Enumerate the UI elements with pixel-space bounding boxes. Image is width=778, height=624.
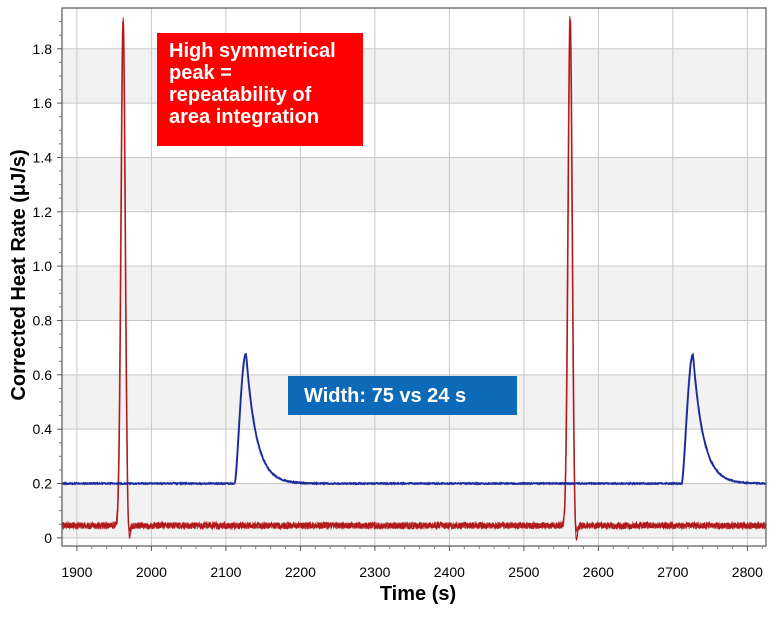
x-tick-labels: 1900 2000 2100 2200 2300 2400 2500 2600 2700 2800 bbox=[61, 564, 763, 580]
x-tick-label: 2000 bbox=[136, 564, 167, 580]
x-tick-label: 2600 bbox=[583, 564, 614, 580]
y-tick-label: 0.6 bbox=[33, 367, 53, 383]
background-band bbox=[62, 266, 766, 321]
annotation-red-line: repeatability of bbox=[169, 84, 312, 106]
background-band bbox=[62, 157, 766, 212]
series-2 bbox=[61, 352, 767, 486]
x-tick-label: 2200 bbox=[285, 564, 316, 580]
y-tick-label: 0.8 bbox=[33, 312, 53, 328]
plot-border bbox=[61, 7, 767, 547]
y-tick-label: 1.8 bbox=[33, 41, 53, 57]
y-axis-title: Corrected Heat Rate (μJ/s) bbox=[8, 149, 30, 400]
y-tick-label: 1.0 bbox=[33, 258, 53, 274]
plot-background-bands bbox=[62, 8, 766, 546]
annotation-blue-box: Width: 75 vs 24 s bbox=[288, 376, 517, 415]
x-tick-label: 2400 bbox=[434, 564, 465, 580]
annotation-blue-text: Width: 75 vs 24 s bbox=[304, 385, 467, 407]
y-tick-labels: 0 0.2 0.4 0.6 0.8 1.0 1.2 1.4 1.6 1.8 bbox=[33, 41, 53, 546]
grid-lines bbox=[62, 8, 766, 546]
annotation-red-box: High symmetrical peak = repeatability of… bbox=[157, 33, 363, 146]
y-tick-label: 0 bbox=[44, 530, 52, 546]
series-layer bbox=[61, 15, 767, 541]
x-axis-title: Time (s) bbox=[380, 583, 456, 605]
series-1 bbox=[61, 15, 767, 541]
x-tick-label: 1900 bbox=[61, 564, 92, 580]
series-line bbox=[61, 353, 767, 486]
x-tick-label: 2500 bbox=[508, 564, 539, 580]
annotation-red-line: High symmetrical bbox=[169, 40, 336, 62]
y-tick-label: 0.4 bbox=[33, 421, 53, 437]
x-tick-label: 2300 bbox=[359, 564, 390, 580]
background-band bbox=[62, 483, 766, 538]
y-tick-label: 1.2 bbox=[33, 204, 53, 220]
x-tick-label: 2100 bbox=[210, 564, 241, 580]
series-line bbox=[61, 15, 767, 533]
x-tick-label: 2700 bbox=[657, 564, 688, 580]
y-tick-label: 1.4 bbox=[33, 149, 53, 165]
y-tick-label: 1.6 bbox=[33, 95, 53, 111]
annotation-red-line: area integration bbox=[169, 106, 320, 128]
plot-frame bbox=[57, 7, 767, 551]
y-tick-label: 0.2 bbox=[33, 476, 53, 492]
annotation-red-line: peak = bbox=[169, 62, 232, 84]
x-tick-label: 2800 bbox=[732, 564, 763, 580]
